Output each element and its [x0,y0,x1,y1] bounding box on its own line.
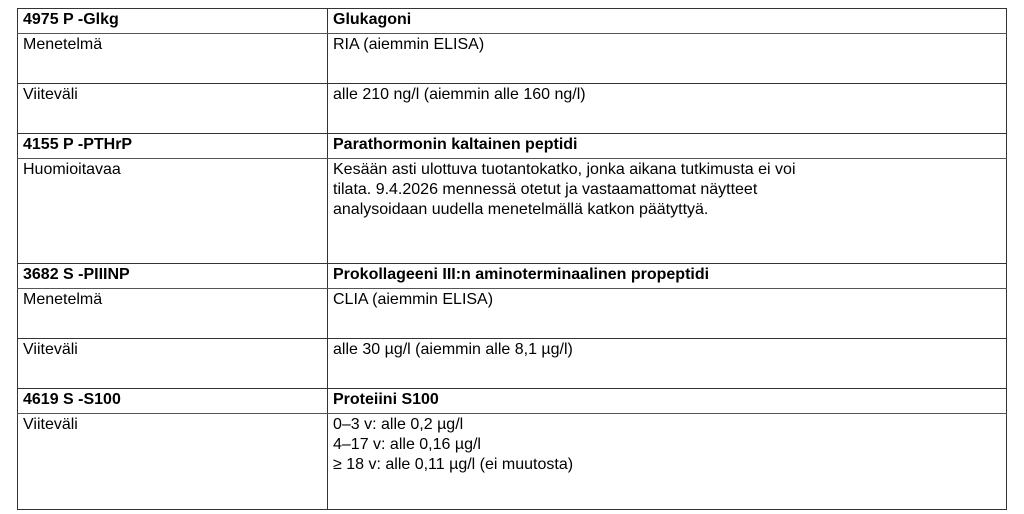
section-header-s100: 4619 S -S100 Proteiini S100 [17,388,1007,414]
table-row: Viiteväli alle 30 µg/l (aiemmin alle 8,1… [17,338,1007,389]
section-header-piiinp: 3682 S -PIIINP Prokollageeni III:n amino… [17,263,1007,289]
row-value: alle 30 µg/l (aiemmin alle 8,1 µg/l) [327,338,1007,389]
test-name: Proteiini S100 [327,388,1007,414]
table-row: Viiteväli alle 210 ng/l (aiemmin alle 16… [17,83,1007,134]
value-line: 0–3 v: alle 0,2 µg/l [333,416,464,433]
row-label: Viiteväli [17,413,328,510]
row-label: Menetelmä [17,288,328,339]
section-header-glukagoni: 4975 P -Glkg Glukagoni [17,8,1007,34]
row-label: Menetelmä [17,33,328,84]
row-value: RIA (aiemmin ELISA) [327,33,1007,84]
table-row: Viiteväli 0–3 v: alle 0,2 µg/l 4–17 v: a… [17,413,1007,510]
row-value: CLIA (aiemmin ELISA) [327,288,1007,339]
test-name: Prokollageeni III:n aminoterminaalinen p… [327,263,1007,289]
test-name: Glukagoni [327,8,1007,34]
row-label: Viiteväli [17,338,328,389]
value-line: Kesään asti ulottuva tuotantokatko, jonk… [333,161,796,178]
value-line: ≥ 18 v: alle 0,11 µg/l (ei muutosta) [333,456,574,473]
test-code: 4619 S -S100 [17,388,328,414]
row-label: Huomioitavaa [17,158,328,264]
row-value: 0–3 v: alle 0,2 µg/l 4–17 v: alle 0,16 µ… [327,413,1007,510]
value-line: analysoidaan uudella menetelmällä katkon… [333,201,709,218]
table-row: Huomioitavaa Kesään asti ulottuva tuotan… [17,158,1007,264]
value-line: 4–17 v: alle 0,16 µg/l [333,436,481,453]
table-row: Menetelmä RIA (aiemmin ELISA) [17,33,1007,84]
test-changes-table: 4975 P -Glkg Glukagoni Menetelmä RIA (ai… [17,8,1007,510]
value-line: tilata. 9.4.2026 mennessä otetut ja vast… [333,181,758,198]
test-name: Parathormonin kaltainen peptidi [327,133,1007,159]
row-value: Kesään asti ulottuva tuotantokatko, jonk… [327,158,1007,264]
row-value: alle 210 ng/l (aiemmin alle 160 ng/l) [327,83,1007,134]
row-label: Viiteväli [17,83,328,134]
test-code: 4155 P -PTHrP [17,133,328,159]
test-code: 3682 S -PIIINP [17,263,328,289]
test-code: 4975 P -Glkg [17,8,328,34]
table-row: Menetelmä CLIA (aiemmin ELISA) [17,288,1007,339]
section-header-pthrp: 4155 P -PTHrP Parathormonin kaltainen pe… [17,133,1007,159]
